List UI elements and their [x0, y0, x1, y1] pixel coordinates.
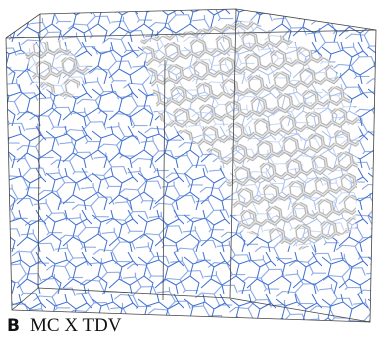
panel-label: B	[7, 315, 20, 337]
caption: MC X TDV	[30, 315, 122, 337]
simulation-box	[0, 0, 391, 341]
network	[0, 0, 391, 341]
figure: B MC X TDV	[0, 0, 391, 341]
